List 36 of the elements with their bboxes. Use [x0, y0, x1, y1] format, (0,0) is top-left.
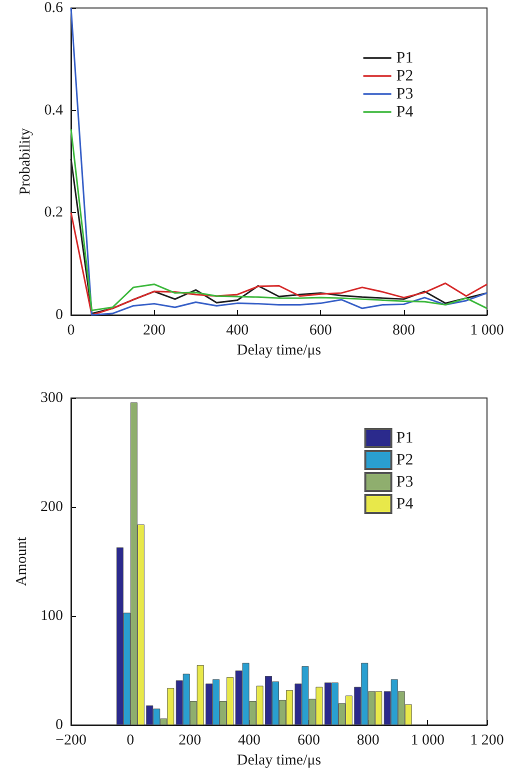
y-tick-label: 0 — [56, 717, 63, 733]
x-tick-label: 1 200 — [470, 732, 504, 748]
y-tick-label: 300 — [40, 390, 63, 406]
legend-label: P2 — [396, 68, 414, 84]
y-tick-label: 200 — [40, 499, 63, 515]
legend-label: P4 — [396, 104, 414, 120]
x-tick-label: 200 — [142, 322, 166, 338]
x-axis-title: Delay time/μs — [236, 752, 322, 768]
y-tick-label: 0.4 — [44, 102, 64, 118]
line-series — [70, 7, 488, 316]
x-tick-label: 400 — [226, 322, 249, 338]
x-tick-label: 200 — [178, 732, 202, 748]
x-tick-label: 600 — [309, 322, 332, 338]
y-tick-label: 0.6 — [44, 0, 64, 16]
legend-label: P4 — [396, 496, 414, 512]
x-tick-label: 1 000 — [410, 732, 444, 748]
x-tick-label: 800 — [392, 322, 416, 338]
y-tick-label: 0 — [56, 307, 63, 323]
legend-label: P3 — [396, 474, 414, 490]
x-tick-label: 0 — [126, 732, 134, 748]
x-tick-label: −200 — [56, 732, 86, 748]
legend-label: P1 — [396, 430, 414, 446]
x-tick-label: 1 000 — [470, 322, 504, 338]
legend-label: P2 — [396, 452, 414, 468]
y-tick-label: 0.2 — [44, 204, 63, 221]
line-series — [70, 128, 488, 312]
x-tick-label: 0 — [67, 322, 75, 338]
legend-label: P1 — [396, 50, 414, 66]
x-tick-label: 600 — [297, 732, 320, 748]
y-axis-title: Amount — [14, 536, 30, 586]
x-axis-title: Delay time/μs — [236, 342, 322, 358]
y-tick-label: 100 — [40, 608, 63, 624]
legend-label: P3 — [396, 86, 414, 102]
x-tick-label: 800 — [356, 732, 380, 748]
x-tick-label: 400 — [238, 732, 261, 748]
y-axis-title: Probability — [18, 128, 34, 195]
